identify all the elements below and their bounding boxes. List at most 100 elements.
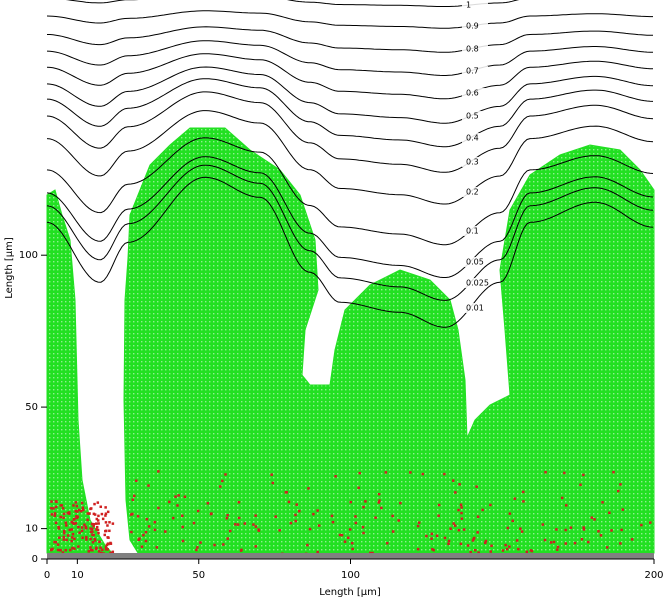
particle — [96, 528, 100, 532]
particle — [505, 547, 509, 551]
particle — [101, 548, 104, 552]
particle — [181, 539, 185, 543]
y-tick-label: 100 — [19, 250, 38, 261]
contour-label: 0.1 — [466, 227, 479, 236]
contour-label: 0.3 — [466, 158, 479, 167]
substratum — [47, 553, 654, 559]
particle — [88, 512, 91, 515]
contour-line — [46, 91, 654, 173]
contour-label-bg — [462, 88, 488, 98]
particle — [80, 529, 84, 533]
particle — [621, 508, 625, 511]
particle — [556, 545, 560, 549]
particle — [74, 522, 78, 525]
particle — [92, 523, 96, 526]
particle — [306, 543, 309, 547]
contour-label: 0.6 — [466, 89, 479, 98]
particle — [610, 529, 613, 532]
particle — [226, 513, 229, 517]
particle — [54, 505, 58, 509]
particle — [144, 530, 148, 534]
particle — [95, 546, 98, 550]
x-tick-label: 50 — [192, 570, 205, 581]
particle — [459, 503, 463, 506]
particle — [84, 526, 88, 530]
particle — [443, 536, 447, 540]
particle — [71, 532, 75, 536]
particle — [590, 516, 594, 519]
particle — [475, 485, 478, 488]
particle — [459, 542, 463, 546]
particle — [75, 504, 79, 508]
particle — [477, 551, 480, 554]
particle — [257, 529, 261, 532]
particle — [95, 525, 99, 529]
particle — [73, 537, 76, 541]
particle — [582, 473, 585, 477]
particle — [451, 479, 455, 482]
particle — [271, 481, 275, 485]
particle — [447, 542, 450, 546]
particle — [130, 513, 133, 516]
particle — [469, 551, 472, 554]
particle — [343, 540, 347, 543]
particle — [541, 523, 545, 526]
particle — [357, 486, 360, 490]
particle — [563, 471, 566, 475]
particle — [65, 538, 68, 542]
particle — [473, 548, 477, 552]
particle — [294, 519, 297, 523]
contour-label-bg — [462, 0, 488, 10]
particle — [221, 479, 224, 483]
particle — [294, 513, 297, 517]
particle — [62, 538, 66, 541]
particle — [57, 525, 60, 529]
particle — [362, 531, 365, 535]
contour-label: 0.05 — [466, 258, 484, 267]
particle — [489, 503, 492, 507]
particle — [92, 512, 96, 516]
particle — [391, 530, 395, 533]
particle — [96, 519, 100, 522]
x-tick-label: 200 — [644, 570, 663, 581]
particle — [476, 531, 479, 534]
particle — [349, 500, 352, 504]
particle — [72, 518, 76, 521]
particle — [84, 525, 87, 528]
particle — [501, 549, 505, 552]
particle — [153, 528, 157, 532]
particle — [237, 516, 241, 520]
particle — [70, 528, 74, 531]
particle — [462, 528, 466, 531]
particle — [386, 541, 389, 545]
particle — [580, 538, 584, 541]
particle — [490, 544, 493, 548]
particle — [520, 530, 524, 533]
particle — [53, 540, 56, 544]
particle — [62, 535, 66, 539]
particle — [104, 512, 108, 515]
particle — [529, 549, 533, 552]
particle — [104, 506, 107, 509]
contour-line — [46, 78, 654, 148]
particle — [573, 541, 577, 545]
particle — [86, 518, 89, 522]
particle — [593, 518, 596, 521]
particle — [76, 510, 79, 513]
particle — [104, 545, 108, 549]
particle — [522, 500, 525, 503]
particle — [206, 501, 210, 505]
particle — [71, 546, 74, 550]
particle — [108, 529, 111, 533]
particle — [195, 548, 198, 552]
particle — [74, 501, 78, 504]
particle — [612, 470, 615, 474]
particle — [298, 509, 301, 513]
particle — [472, 537, 475, 541]
particle — [316, 550, 319, 554]
particle — [348, 528, 352, 531]
particle — [91, 541, 95, 544]
particle — [431, 548, 434, 551]
particle — [99, 546, 102, 550]
particle — [544, 470, 547, 474]
